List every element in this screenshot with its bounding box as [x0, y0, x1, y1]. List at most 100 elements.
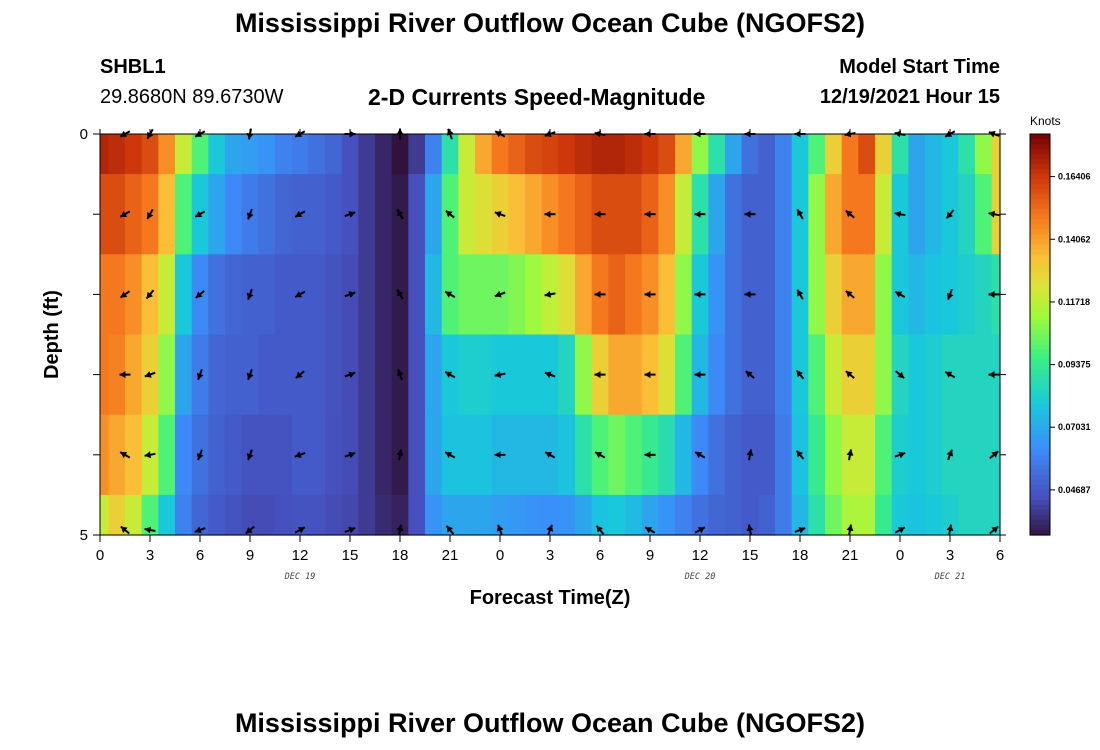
heatmap-cell: [108, 174, 126, 255]
heatmap-cell: [508, 334, 526, 416]
heatmap-cell: [208, 414, 226, 496]
current-arrow: [694, 210, 706, 218]
heatmap-cell: [608, 334, 626, 416]
current-arrow: [194, 526, 206, 534]
heatmap-cell: [808, 334, 826, 416]
colorbar-segment: [1030, 529, 1050, 536]
heatmap-cell: [325, 134, 343, 175]
colorbar-segment: [1030, 339, 1050, 346]
heatmap-cell: [308, 134, 326, 175]
heatmap-cell: [575, 174, 593, 255]
heatmap-cell: [658, 414, 676, 496]
heatmap-cell: [758, 414, 776, 496]
heatmap-cell: [475, 414, 493, 496]
heatmap-cell: [791, 494, 809, 536]
colorbar-segment: [1030, 449, 1050, 456]
station-coordinates: 29.8680N 89.6730W: [100, 86, 284, 108]
heatmap-cell: [925, 334, 943, 416]
heatmap-cell: [175, 134, 193, 175]
heatmap-cell: [708, 174, 726, 255]
current-arrow: [294, 526, 306, 534]
heatmap-cell: [658, 494, 676, 536]
heatmap-cell: [325, 334, 343, 416]
colorbar-segment: [1030, 219, 1050, 225]
heatmap-cell: [658, 334, 676, 416]
station-id: SHBL1: [100, 56, 166, 78]
heatmap-cell: [941, 134, 959, 175]
colorbar-segment: [1030, 424, 1050, 431]
colorbar-segment: [1030, 324, 1050, 331]
colorbar-segment: [1030, 399, 1050, 406]
current-arrow: [694, 290, 706, 298]
x-axis-title: Forecast Time(Z): [470, 587, 631, 609]
heatmap-cell: [175, 334, 193, 416]
date-label: DEC 20: [684, 572, 716, 582]
heatmap-cell: [425, 494, 443, 536]
heatmap-cell: [908, 134, 926, 175]
heatmap-cell: [858, 134, 876, 175]
heatmap-cell: [475, 494, 493, 536]
x-tick-label: 12: [692, 547, 709, 564]
current-arrow: [196, 369, 204, 381]
heatmap-cell: [808, 414, 826, 496]
colorbar-segment: [1030, 404, 1050, 411]
heatmap-cell: [458, 334, 476, 416]
current-arrow: [119, 451, 131, 459]
heatmap-cell: [808, 254, 826, 336]
heatmap-cell: [875, 334, 893, 416]
x-tick-label: 3: [146, 547, 154, 564]
colorbar-segment: [1030, 314, 1050, 321]
heatmap-cell: [825, 254, 843, 336]
current-arrow: [796, 208, 804, 220]
heatmap-cell: [775, 254, 793, 336]
chart-title: Mississippi River Outflow Ocean Cube (NG…: [234, 8, 866, 38]
heatmap-cell: [275, 494, 293, 536]
heatmap-cell: [675, 174, 693, 255]
heatmap-cell: [158, 334, 176, 416]
colorbar-segment: [1030, 409, 1050, 416]
heatmap-cell: [375, 494, 393, 536]
heatmap-cell: [341, 134, 359, 175]
heatmap-cell: [391, 134, 409, 175]
colorbar-segment: [1030, 384, 1050, 391]
heatmap-cell: [575, 414, 593, 496]
heatmap-cell: [558, 254, 576, 336]
current-arrow: [246, 288, 254, 300]
current-arrow: [344, 291, 356, 298]
heatmap-cell: [225, 494, 243, 536]
heatmap-cell: [775, 334, 793, 416]
current-arrow: [144, 451, 156, 459]
heatmap-cell: [125, 334, 143, 416]
heatmap-cell: [491, 494, 509, 536]
heatmap-cell: [100, 494, 109, 536]
current-arrow: [444, 451, 456, 459]
current-arrow: [119, 290, 131, 299]
heatmap-cell: [258, 174, 276, 255]
colorbar-segment: [1030, 279, 1050, 285]
colorbar-segment: [1030, 434, 1050, 441]
heatmap-cell: [100, 134, 109, 175]
current-arrow: [945, 209, 955, 220]
heatmap-cell: [108, 494, 126, 536]
heatmap-cell: [575, 494, 593, 536]
heatmap-cell: [758, 494, 776, 536]
colorbar-segment: [1030, 494, 1050, 501]
x-tick-label: 9: [246, 547, 254, 564]
heatmap-cell: [525, 174, 543, 255]
heatmap-cell: [525, 254, 543, 336]
heatmap-cell: [408, 174, 426, 255]
x-tick-label: 18: [792, 547, 809, 564]
current-arrow: [145, 289, 155, 300]
current-arrow: [494, 290, 506, 298]
current-arrow: [944, 371, 956, 379]
colorbar-segment: [1030, 194, 1050, 200]
colorbar-segment: [1030, 364, 1050, 371]
heatmap-cell: [408, 414, 426, 496]
heatmap-cell: [875, 494, 893, 536]
current-arrow: [795, 449, 805, 460]
heatmap-cell: [175, 414, 193, 496]
current-arrow: [544, 210, 556, 218]
heatmap-cell: [208, 334, 226, 416]
x-tick-label: 3: [546, 547, 554, 564]
